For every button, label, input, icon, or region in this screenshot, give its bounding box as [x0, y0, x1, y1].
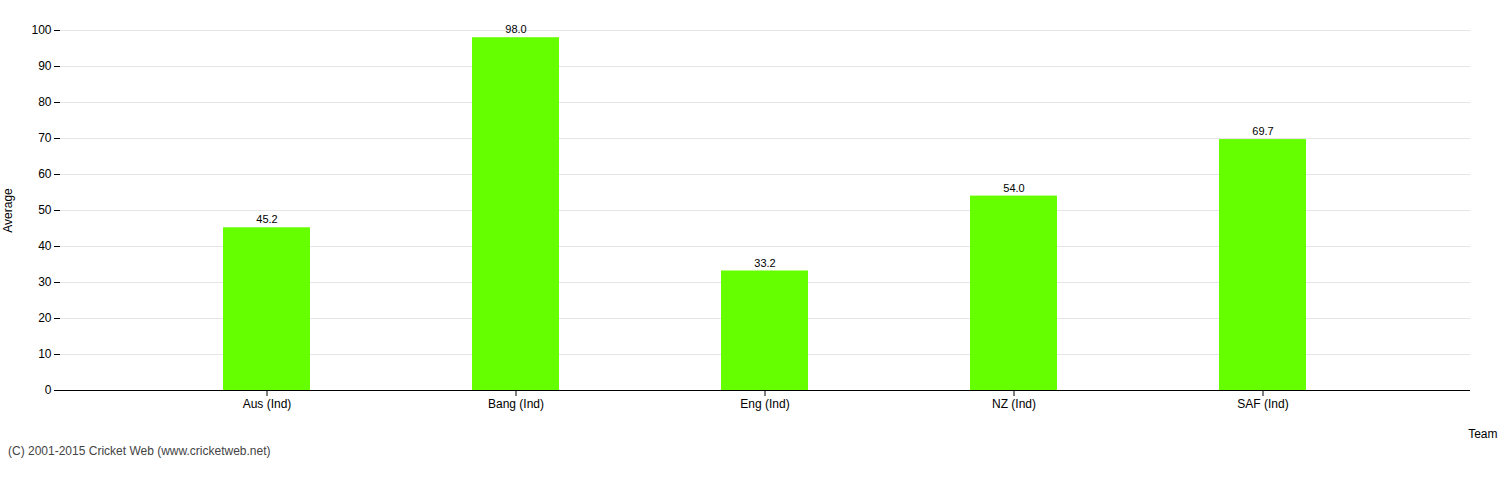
svg-text:Aus (Ind): Aus (Ind) [243, 397, 292, 411]
svg-text:54.0: 54.0 [1003, 182, 1024, 194]
svg-text:Team: Team [1468, 427, 1497, 441]
svg-text:40: 40 [38, 239, 52, 253]
html-text:(C) 2001-2015 Cricket Web (www: (C) 2001-2015 Cricket Web (www.cricketwe… [8, 444, 271, 458]
svg-text:98.0: 98.0 [505, 23, 526, 35]
svg-text:10: 10 [38, 347, 52, 361]
svg-text:80: 80 [38, 95, 52, 109]
svg-text:NZ (Ind): NZ (Ind) [992, 397, 1036, 411]
svg-text:Eng (Ind): Eng (Ind) [740, 397, 789, 411]
svg-text:50: 50 [38, 203, 52, 217]
svg-text:Average: Average [1, 188, 15, 233]
svg-text:60: 60 [38, 167, 52, 181]
svg-text:0: 0 [45, 383, 52, 397]
svg-text:20: 20 [38, 311, 52, 325]
svg-text:70: 70 [38, 131, 52, 145]
svg-text:Bang (Ind): Bang (Ind) [488, 397, 544, 411]
svg-text:90: 90 [38, 59, 52, 73]
svg-text:100: 100 [31, 23, 51, 37]
svg-text:30: 30 [38, 275, 52, 289]
svg-text:69.7: 69.7 [1252, 125, 1273, 137]
svg-text:SAF (Ind): SAF (Ind) [1237, 397, 1288, 411]
svg-text:45.2: 45.2 [256, 213, 277, 225]
svg-text:33.2: 33.2 [754, 257, 775, 269]
